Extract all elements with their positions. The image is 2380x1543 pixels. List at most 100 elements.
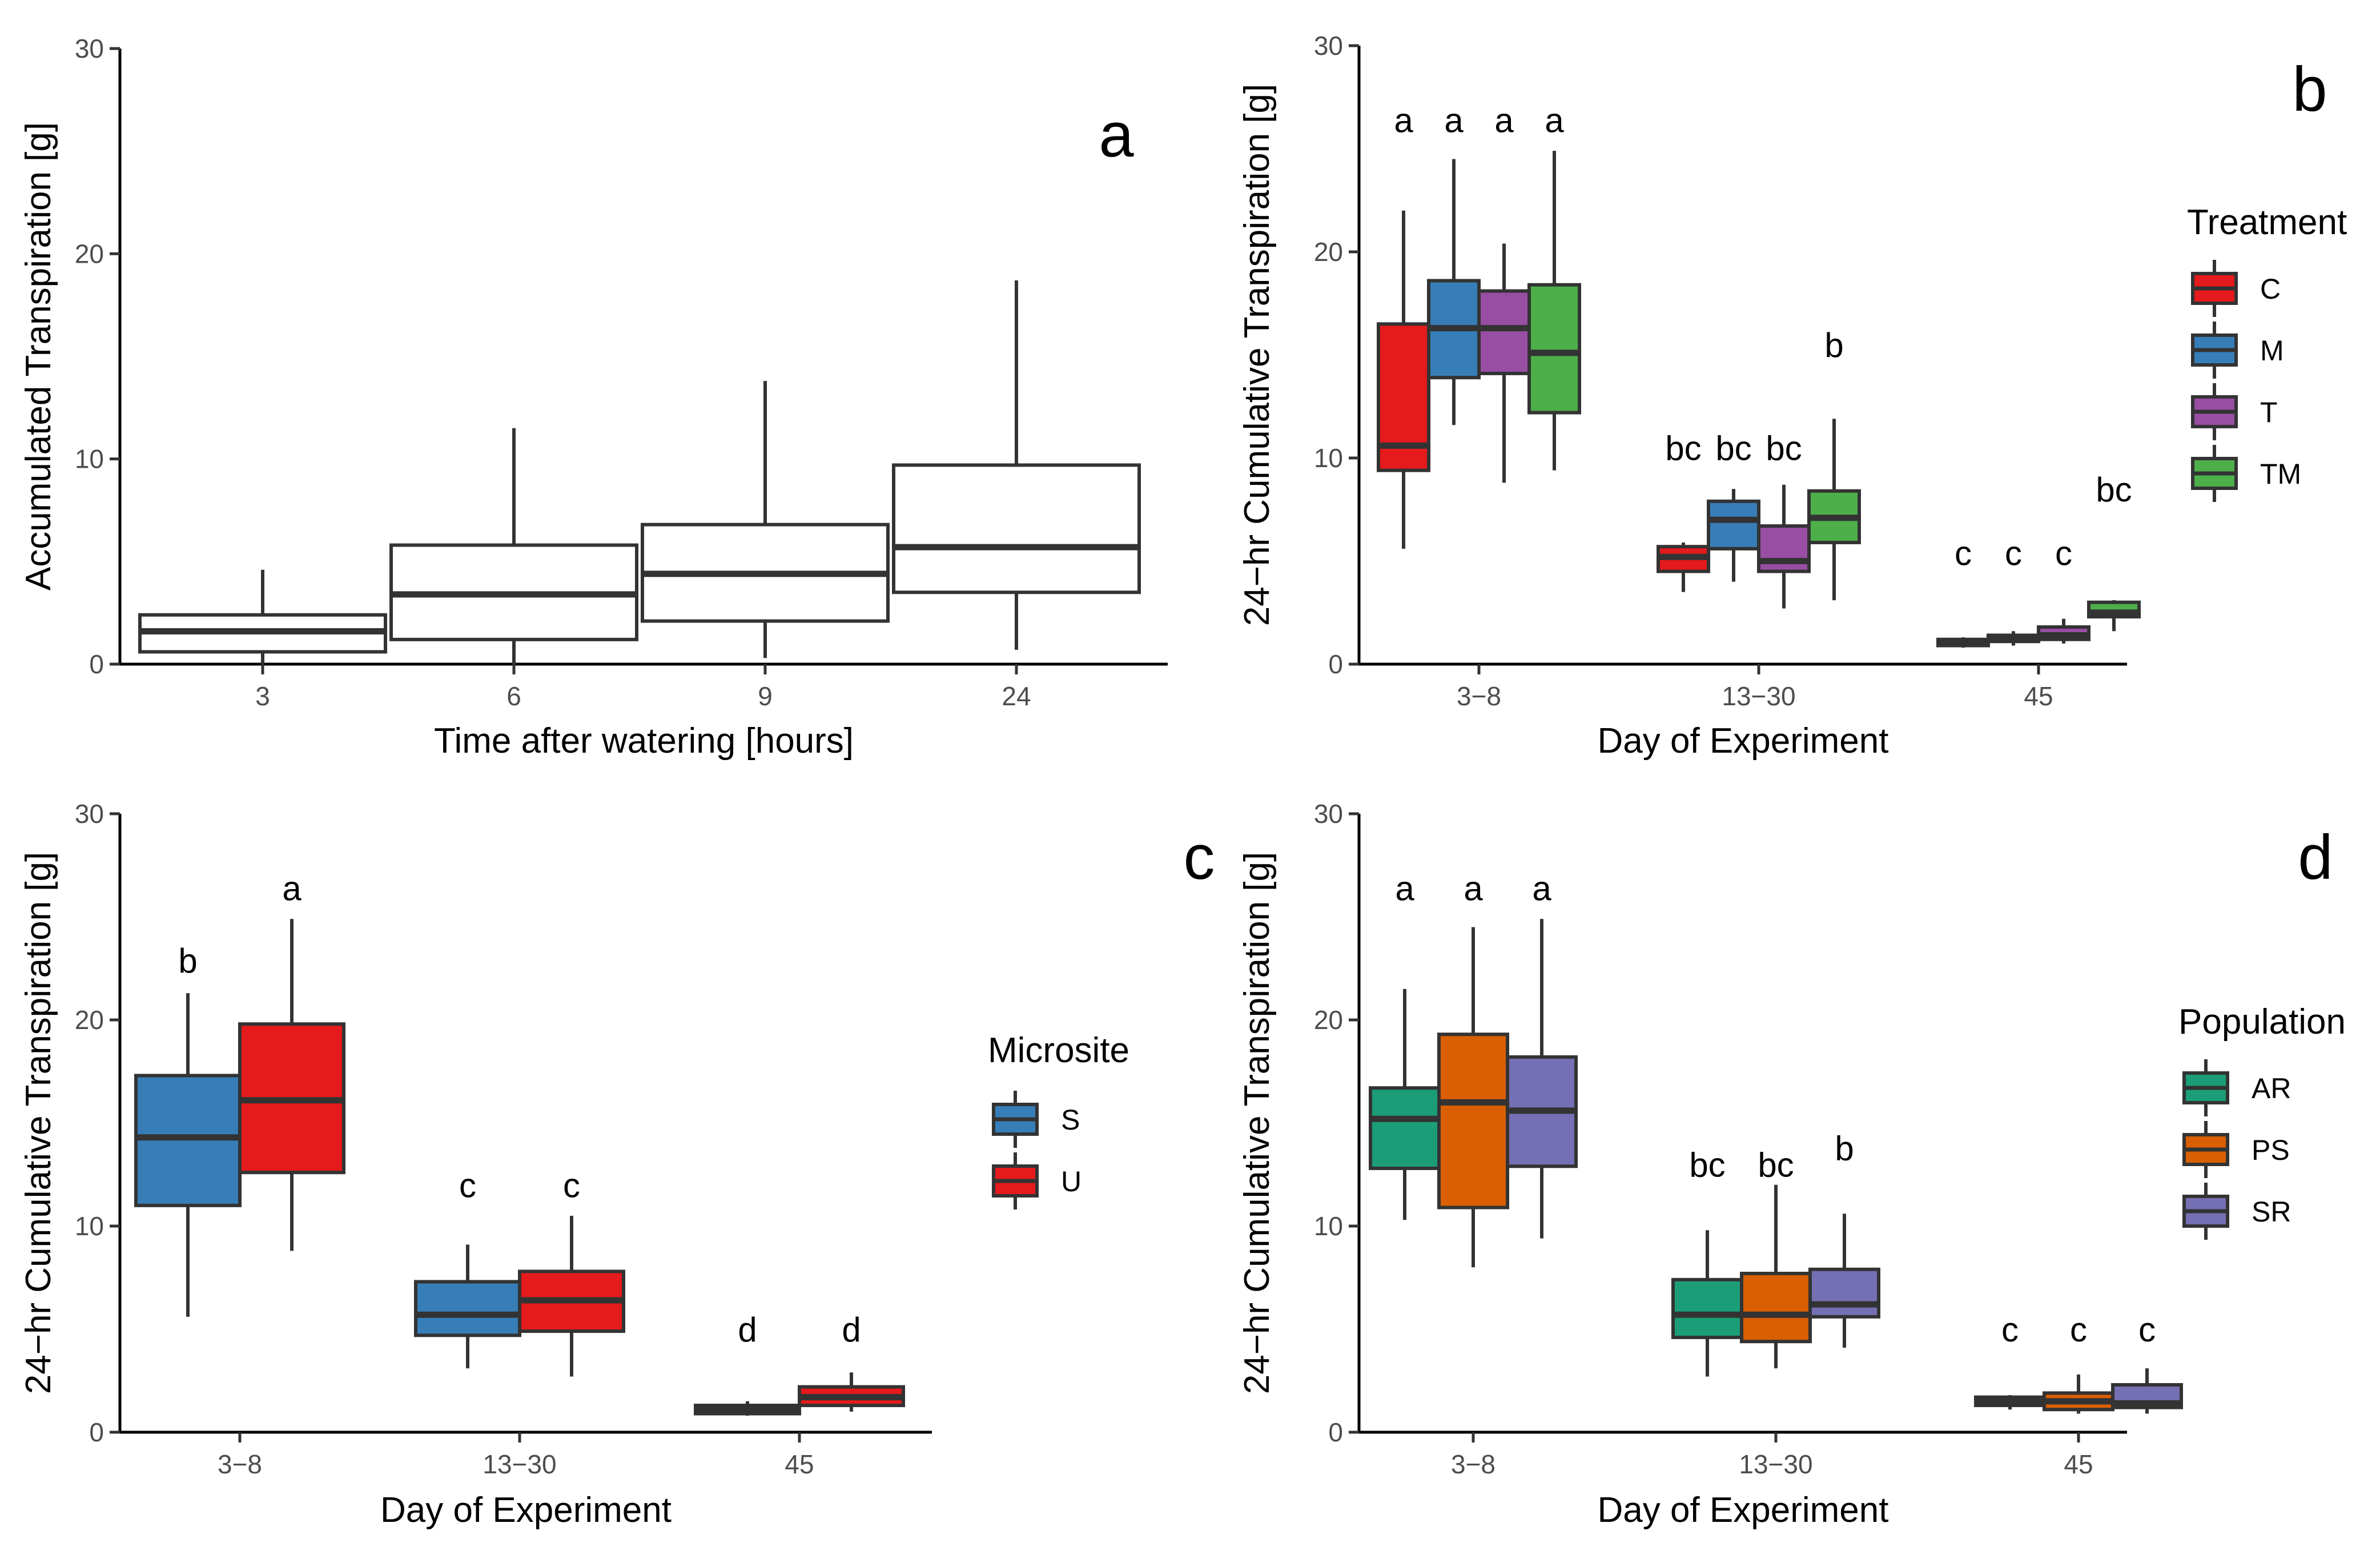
box-iqr	[1808, 1267, 1880, 1319]
x-tick-label: 13−30	[1722, 681, 1795, 711]
y-tick-label: 0	[89, 1417, 104, 1447]
y-axis-title: 24−hr Cumulative Transpiration [g]	[19, 852, 58, 1394]
legend-item-SR: SR	[2182, 1183, 2291, 1240]
boxplot-T	[2037, 618, 2090, 644]
y-tick-label: 20	[1314, 237, 1343, 267]
legend-label: S	[1061, 1104, 1080, 1136]
significance-letter: c	[2138, 1311, 2156, 1349]
significance-letter: a	[1395, 870, 1414, 908]
panel-a: 0 10 20 30 3 6 9 24 Time after watering [hours] A…	[19, 34, 1168, 761]
x-tick-label: 3−8	[218, 1449, 262, 1479]
x-tick-label: 3−8	[1457, 681, 1501, 711]
legend-item-U: U	[992, 1152, 1082, 1210]
panel-letter: c	[1184, 822, 1215, 893]
significance-letter: a	[1444, 102, 1464, 140]
y-axis-title: 24−hr Cumulative Transpiration [g]	[1237, 852, 1277, 1394]
significance-letter: d	[738, 1311, 757, 1349]
significance-letter: bc	[1758, 1146, 1794, 1184]
x-tick-label: 13−30	[1739, 1449, 1812, 1479]
x-axis-title: Day of Experiment	[1598, 1490, 1889, 1530]
significance-letter: a	[1494, 102, 1514, 140]
significance-letter: bc	[1665, 429, 1701, 468]
boxplot-C	[1936, 637, 1990, 648]
significance-letter: bc	[1689, 1146, 1725, 1184]
boxplot-SR	[2111, 1368, 2183, 1414]
legend-label: PS	[2252, 1134, 2290, 1166]
legend-item-AR: AR	[2182, 1059, 2291, 1116]
x-axis-title: Day of Experiment	[1598, 721, 1889, 761]
significance-letter: bc	[2096, 471, 2132, 509]
boxplot-SR	[1506, 919, 1578, 1239]
boxplot-M	[1427, 159, 1481, 425]
boxplot-S	[414, 1244, 521, 1369]
significance-letter: a	[282, 870, 301, 908]
boxplot-AR	[1369, 989, 1441, 1220]
significance-letter: bc	[1715, 429, 1751, 468]
legend-item-T: T	[2191, 383, 2278, 440]
panel-b: 0 10 20 30 3−8 13−30 45 Day of Experiment 24−hr …	[1237, 31, 2347, 761]
significance-letter: c	[2001, 1311, 2019, 1349]
panel-d: 0 10 20 30 3−8 13−30 45 Day of Experiment 24−hr …	[1237, 799, 2346, 1530]
boxplot-U	[518, 1215, 625, 1377]
significance-letter: d	[842, 1311, 861, 1349]
y-tick-label: 10	[75, 1211, 104, 1241]
legend-label: C	[2260, 273, 2281, 305]
boxplot-box	[138, 569, 387, 664]
x-tick-label: 45	[2024, 681, 2053, 711]
x-tick-label: 3−8	[1451, 1449, 1495, 1479]
significance-letter: c	[1955, 535, 1972, 573]
x-axis-title: Day of Experiment	[380, 1490, 672, 1530]
significance-letter: a	[1532, 870, 1551, 908]
y-tick-label: 30	[75, 799, 104, 829]
significance-letter: a	[1545, 102, 1564, 140]
boxplot-box	[892, 280, 1141, 650]
boxplot-TM	[1807, 419, 1861, 601]
significance-letter: a	[1464, 870, 1483, 908]
panel-c: 0 10 20 30 3−8 13−30 45 Day of Experiment 24−hr …	[19, 799, 1215, 1530]
significance-letter: c	[563, 1166, 580, 1204]
y-tick-label: 20	[1314, 1005, 1343, 1035]
boxplot-SR	[1808, 1213, 1880, 1348]
boxplot-S	[134, 993, 242, 1317]
legend-label: SR	[2252, 1196, 2291, 1228]
y-tick-label: 30	[1314, 799, 1343, 829]
boxplot-C	[1377, 210, 1430, 549]
panel-letter: a	[1099, 100, 1134, 170]
boxplot-PS	[1740, 1184, 1812, 1369]
y-tick-label: 0	[89, 649, 104, 679]
legend-label: U	[1061, 1166, 1082, 1198]
significance-letter: c	[2070, 1311, 2087, 1349]
boxplot-TM	[1527, 151, 1581, 471]
legend: Population AR PS SR	[2178, 1002, 2346, 1240]
y-tick-label: 20	[75, 1005, 104, 1035]
significance-letter: a	[1394, 102, 1413, 140]
y-axis-title: Accumulated Transpiration [g]	[19, 122, 58, 590]
x-tick-label: 9	[758, 681, 773, 711]
legend-title: Treatment	[2187, 203, 2347, 242]
boxplot-box	[641, 381, 890, 658]
y-tick-label: 10	[1314, 1211, 1343, 1241]
boxplot-S	[694, 1401, 801, 1416]
x-axis-title: Time after watering [hours]	[434, 721, 854, 761]
x-tick-label: 45	[785, 1449, 814, 1479]
x-tick-label: 13−30	[483, 1449, 556, 1479]
box-iqr	[1437, 1032, 1509, 1210]
box-iqr	[892, 463, 1141, 594]
boxplot-U	[798, 1372, 905, 1412]
legend-label: T	[2260, 396, 2278, 428]
significance-letter: c	[2005, 535, 2022, 573]
box-iqr	[1707, 499, 1760, 551]
x-tick-label: 6	[506, 681, 521, 711]
boxplot-box	[389, 428, 638, 664]
x-tick-label: 45	[2064, 1449, 2093, 1479]
box-iqr	[1527, 283, 1581, 415]
boxplot-C	[1657, 543, 1710, 592]
significance-letter: c	[459, 1166, 476, 1204]
x-tick-label: 3	[255, 681, 270, 711]
box-iqr	[1671, 1277, 1743, 1339]
boxplot-PS	[1437, 927, 1509, 1268]
box-iqr	[414, 1280, 521, 1337]
legend-item-C: C	[2191, 260, 2281, 317]
y-tick-label: 0	[1328, 1417, 1343, 1447]
